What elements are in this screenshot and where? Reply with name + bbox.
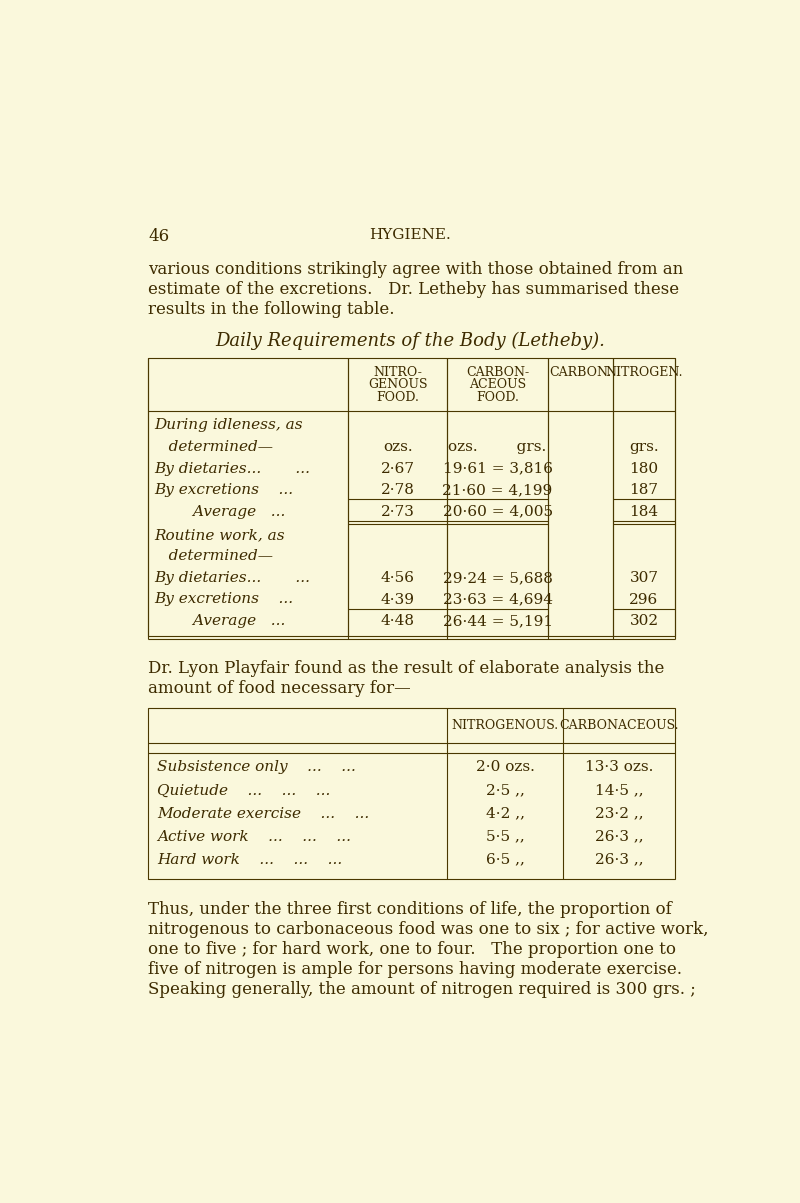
Text: ozs.        grs.: ozs. grs. xyxy=(449,440,546,454)
Text: 14·5 ,,: 14·5 ,, xyxy=(595,783,643,798)
Text: estimate of the excretions.   Dr. Letheby has summarised these: estimate of the excretions. Dr. Letheby … xyxy=(148,282,679,298)
Text: 26·3 ,,: 26·3 ,, xyxy=(595,853,643,866)
Text: CARBON.: CARBON. xyxy=(550,366,611,379)
Text: 184: 184 xyxy=(630,505,658,518)
Text: 296: 296 xyxy=(630,593,658,606)
Text: ozs.: ozs. xyxy=(382,440,413,454)
Text: ACEOUS: ACEOUS xyxy=(469,379,526,391)
Text: Hard work    ...    ...    ...: Hard work ... ... ... xyxy=(158,853,342,866)
Text: NITRO-: NITRO- xyxy=(373,366,422,379)
Text: five of nitrogen is ample for persons having moderate exercise.: five of nitrogen is ample for persons ha… xyxy=(148,960,682,978)
Text: 4·39: 4·39 xyxy=(381,593,414,606)
Text: 23·2 ,,: 23·2 ,, xyxy=(595,806,643,820)
Text: various conditions strikingly agree with those obtained from an: various conditions strikingly agree with… xyxy=(148,261,683,278)
Text: Moderate exercise    ...    ...: Moderate exercise ... ... xyxy=(158,806,370,820)
Text: 23·63 = 4,694: 23·63 = 4,694 xyxy=(442,593,553,606)
Text: Active work    ...    ...    ...: Active work ... ... ... xyxy=(158,830,351,843)
Text: 187: 187 xyxy=(630,484,658,497)
Text: 26·44 = 5,191: 26·44 = 5,191 xyxy=(442,614,553,628)
Text: By dietaries...       ...: By dietaries... ... xyxy=(154,462,310,475)
Text: Daily Requirements of the Body (Letheby).: Daily Requirements of the Body (Letheby)… xyxy=(215,332,605,350)
Text: During idleness, as: During idleness, as xyxy=(154,419,303,433)
Text: 46: 46 xyxy=(148,227,169,244)
Bar xyxy=(148,358,675,635)
Text: Routine work, as: Routine work, as xyxy=(154,528,285,541)
Text: CARBON-: CARBON- xyxy=(466,366,529,379)
Text: Quietude    ...    ...    ...: Quietude ... ... ... xyxy=(158,783,330,798)
Text: 29·24 = 5,688: 29·24 = 5,688 xyxy=(442,571,553,585)
Text: FOOD.: FOOD. xyxy=(476,391,519,404)
Text: 21·60 = 4,199: 21·60 = 4,199 xyxy=(442,484,553,497)
Text: 26·3 ,,: 26·3 ,, xyxy=(595,830,643,843)
Text: 19·61 = 3,816: 19·61 = 3,816 xyxy=(442,462,553,475)
Text: 4·48: 4·48 xyxy=(381,614,414,628)
Text: Dr. Lyon Playfair found as the result of elaborate analysis the: Dr. Lyon Playfair found as the result of… xyxy=(148,660,665,677)
Text: Thus, under the three first conditions of life, the proportion of: Thus, under the three first conditions o… xyxy=(148,901,672,918)
Text: 4·56: 4·56 xyxy=(381,571,414,585)
Text: 2·78: 2·78 xyxy=(381,484,414,497)
Text: GENOUS: GENOUS xyxy=(368,379,427,391)
Text: Average   ...: Average ... xyxy=(154,614,286,628)
Text: amount of food necessary for—: amount of food necessary for— xyxy=(148,680,411,698)
Text: HYGIENE.: HYGIENE. xyxy=(369,227,451,242)
Text: 2·5 ,,: 2·5 ,, xyxy=(486,783,525,798)
Text: grs.: grs. xyxy=(630,440,659,454)
Text: CARBONACEOUS.: CARBONACEOUS. xyxy=(559,718,679,731)
Text: 2·73: 2·73 xyxy=(381,505,414,518)
Text: NITROGEN.: NITROGEN. xyxy=(606,366,683,379)
Text: By excretions    ...: By excretions ... xyxy=(154,593,294,606)
Text: results in the following table.: results in the following table. xyxy=(148,302,394,319)
Text: By excretions    ...: By excretions ... xyxy=(154,484,294,497)
Text: 13·3 ozs.: 13·3 ozs. xyxy=(585,760,654,775)
Text: 2·67: 2·67 xyxy=(381,462,414,475)
Text: 180: 180 xyxy=(630,462,658,475)
Text: one to five ; for hard work, one to four.   The proportion one to: one to five ; for hard work, one to four… xyxy=(148,941,676,958)
Text: Average   ...: Average ... xyxy=(154,505,286,518)
Text: Subsistence only    ...    ...: Subsistence only ... ... xyxy=(158,760,356,775)
Bar xyxy=(148,709,675,879)
Text: 20·60 = 4,005: 20·60 = 4,005 xyxy=(442,505,553,518)
Text: nitrogenous to carbonaceous food was one to six ; for active work,: nitrogenous to carbonaceous food was one… xyxy=(148,920,709,937)
Text: 2·0 ozs.: 2·0 ozs. xyxy=(476,760,534,775)
Text: NITROGENOUS.: NITROGENOUS. xyxy=(452,718,559,731)
Text: 307: 307 xyxy=(630,571,658,585)
Text: 6·5 ,,: 6·5 ,, xyxy=(486,853,525,866)
Text: 5·5 ,,: 5·5 ,, xyxy=(486,830,525,843)
Text: FOOD.: FOOD. xyxy=(376,391,419,404)
Text: 302: 302 xyxy=(630,614,658,628)
Text: determined—: determined— xyxy=(154,550,274,563)
Text: determined—: determined— xyxy=(154,440,274,454)
Text: 4·2 ,,: 4·2 ,, xyxy=(486,806,525,820)
Text: By dietaries...       ...: By dietaries... ... xyxy=(154,571,310,585)
Text: Speaking generally, the amount of nitrogen required is 300 grs. ;: Speaking generally, the amount of nitrog… xyxy=(148,980,696,997)
